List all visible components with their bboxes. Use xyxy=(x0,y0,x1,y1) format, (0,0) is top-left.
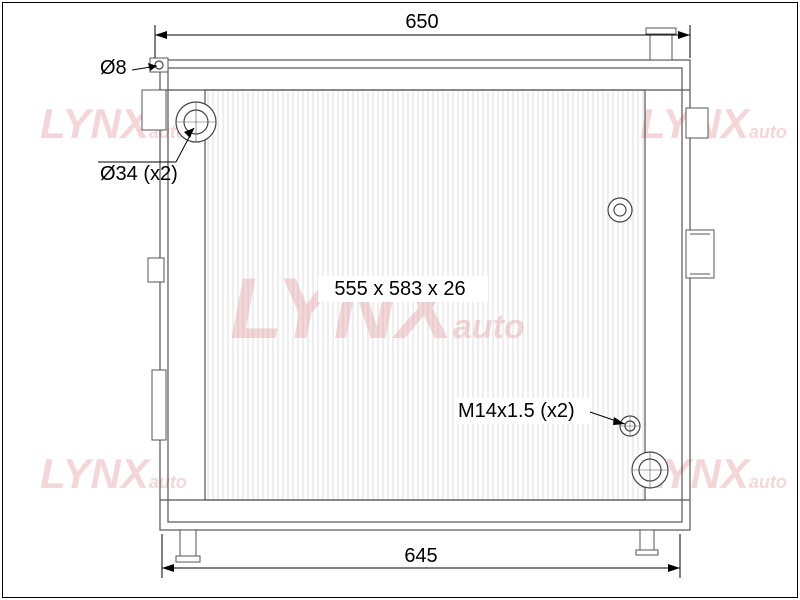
left-top-bracket xyxy=(142,90,166,130)
dim-top: 650 xyxy=(155,11,690,58)
mount-hole xyxy=(155,61,163,69)
filler-cap xyxy=(646,28,676,34)
bottom-stub-left xyxy=(180,530,196,556)
svg-text:Ø8: Ø8 xyxy=(100,57,127,79)
side-port-2 xyxy=(686,230,714,278)
cap-port-inner xyxy=(614,204,626,216)
left-bracket-2 xyxy=(152,370,166,440)
bottom-stub-left-end xyxy=(176,556,200,562)
svg-text:Ø34 (x2): Ø34 (x2) xyxy=(100,163,178,185)
filler-neck xyxy=(650,32,672,60)
bottom-stub-right xyxy=(640,530,654,550)
callout-d8: Ø8 xyxy=(100,57,157,79)
callout-d34: Ø34 (x2) xyxy=(98,128,194,185)
bottom-stub-right-end xyxy=(636,550,658,555)
dim-bottom-label: 645 xyxy=(404,545,437,567)
left-bracket-1 xyxy=(148,258,164,282)
core-dims-label: 555 x 583 x 26 xyxy=(334,278,465,300)
dim-bottom: 645 xyxy=(162,534,680,578)
side-port-1 xyxy=(686,108,708,138)
drawing-svg: 650 645 Ø8 Ø34 (x2) 555 x 583 x 26 M14x1… xyxy=(0,0,800,600)
svg-text:M14x1.5 (x2): M14x1.5 (x2) xyxy=(458,400,575,422)
dim-top-label: 650 xyxy=(405,11,438,33)
callout-m14: M14x1.5 (x2) xyxy=(454,398,625,425)
